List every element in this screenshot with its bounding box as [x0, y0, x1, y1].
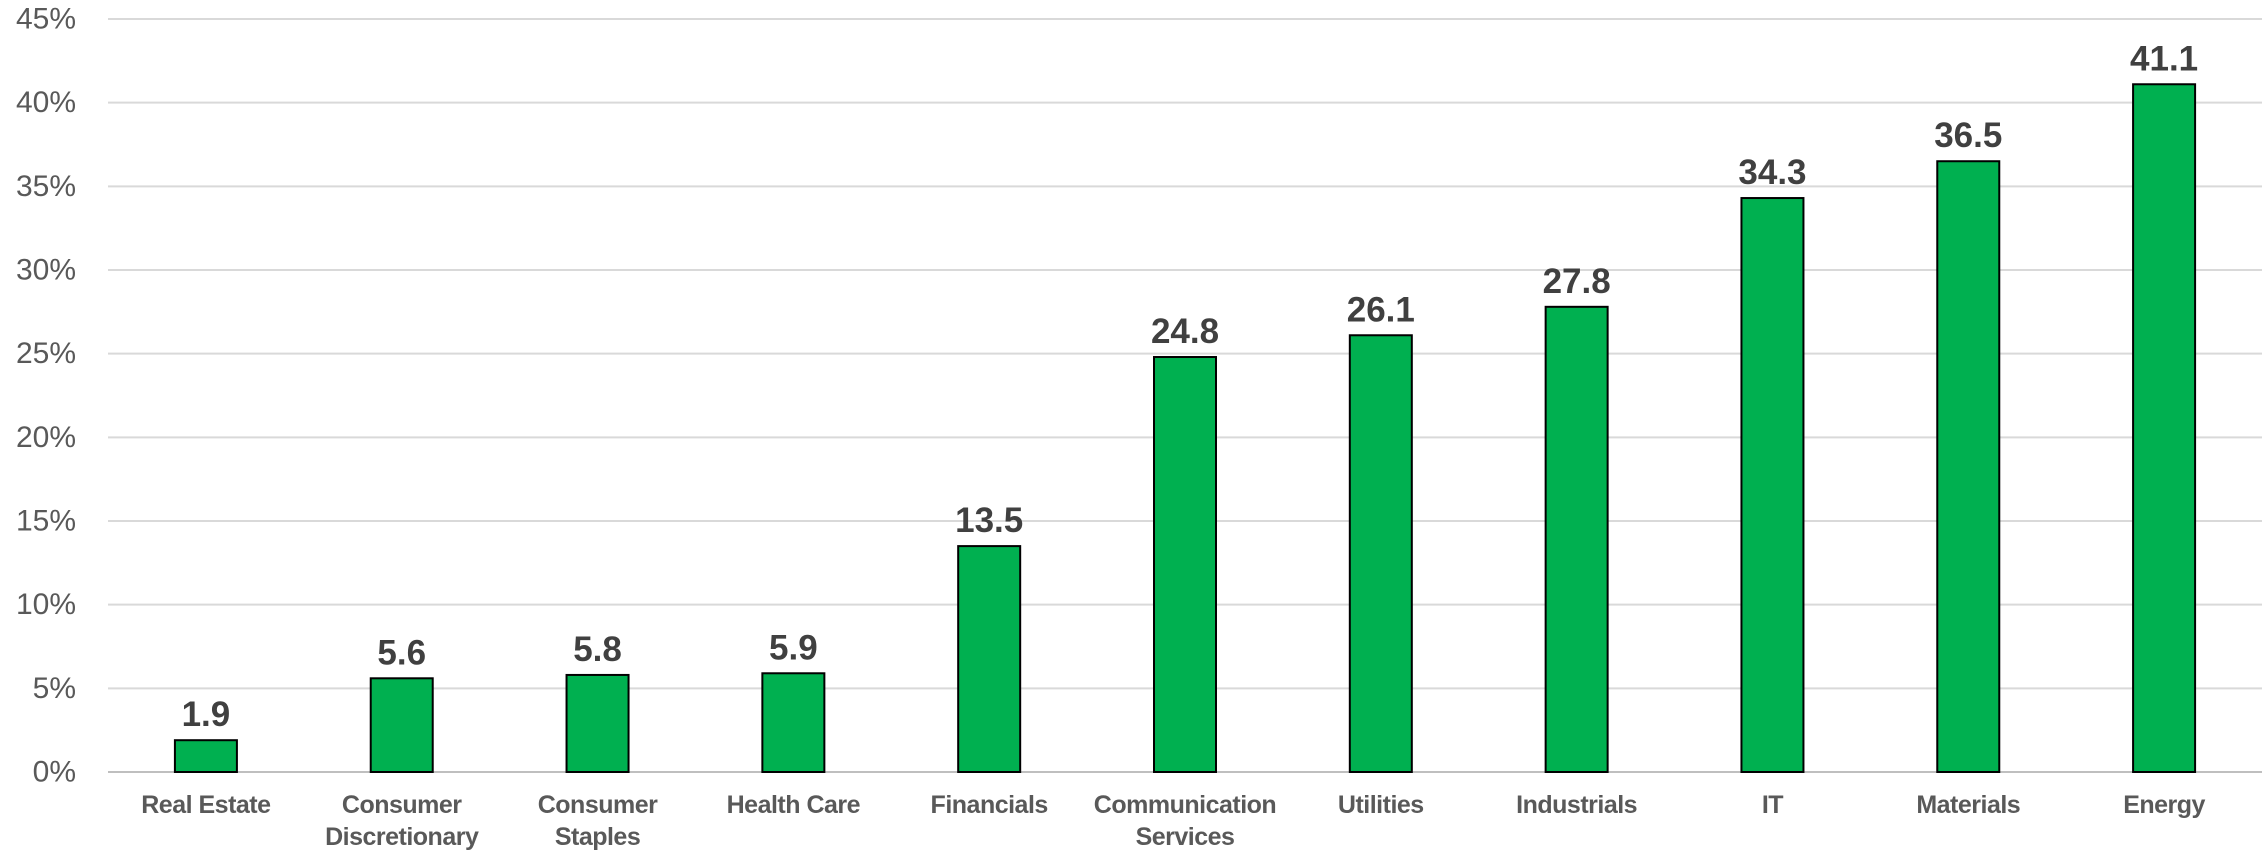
x-tick-label: Health Care: [727, 791, 861, 819]
x-tick-label: Consumer Staples: [538, 791, 658, 851]
y-tick-label: 45%: [16, 3, 76, 36]
data-label: 24.8: [1151, 312, 1219, 351]
x-tick-label-line: Consumer: [342, 791, 462, 819]
x-tick-label: Materials: [1916, 791, 2020, 819]
data-label: 34.3: [1738, 153, 1806, 192]
bar: [761, 672, 826, 773]
x-tick-label-line: Industrials: [1516, 791, 1637, 819]
x-tick-label: Real Estate: [141, 791, 271, 819]
bar: [1740, 197, 1805, 773]
y-tick-label: 10%: [16, 588, 76, 621]
data-label: 5.9: [769, 628, 818, 667]
bar: [2132, 83, 2197, 773]
data-label: 5.8: [573, 630, 622, 669]
x-tick-label: Communication Services: [1094, 791, 1276, 851]
y-tick-label: 35%: [16, 170, 76, 203]
x-tick-label-line: Materials: [1916, 791, 2020, 819]
y-tick-label: 30%: [16, 254, 76, 287]
x-tick-label: Utilities: [1338, 791, 1424, 819]
x-tick-label-line: Discretionary: [325, 823, 479, 851]
bars: [173, 83, 2197, 773]
bar: [1936, 160, 2001, 773]
x-tick-label-line: Energy: [2123, 791, 2205, 819]
y-tick-label: 25%: [16, 337, 76, 370]
x-axis-ticks: Real Estate Consumer DiscretionaryConsumer…: [141, 791, 2206, 851]
data-label: 1.9: [182, 695, 231, 734]
x-tick-label: Financials: [931, 791, 1048, 819]
y-tick-label: 0%: [33, 756, 76, 789]
x-tick-label-line: Health Care: [727, 791, 861, 819]
data-label: 26.1: [1347, 290, 1415, 329]
x-tick-label-line: Staples: [555, 823, 640, 851]
x-tick-label: Energy: [2123, 791, 2205, 819]
y-tick-label: 15%: [16, 505, 76, 538]
data-label: 13.5: [955, 501, 1023, 540]
y-axis-ticks: 0% 5% 10% 15% 20% 25% 30% 35% 40% 45%: [16, 3, 76, 789]
x-tick-label: Consumer Discretionary: [325, 791, 479, 851]
data-label: 36.5: [1934, 116, 2002, 155]
x-tick-label: IT: [1762, 791, 1783, 819]
x-tick-label-line: Consumer: [538, 791, 658, 819]
bar: [957, 545, 1022, 773]
x-tick-label-line: Financials: [931, 791, 1048, 819]
bar: [565, 673, 630, 773]
y-tick-label: 40%: [16, 86, 76, 119]
bar: [369, 677, 434, 773]
data-label: 27.8: [1543, 262, 1611, 301]
x-tick-label-line: Communication: [1094, 791, 1276, 819]
y-tick-label: 5%: [33, 672, 76, 705]
bar: [1348, 334, 1413, 773]
bar: [1153, 356, 1217, 773]
bar: [173, 739, 238, 773]
x-tick-label-line: Real Estate: [141, 791, 271, 819]
data-labels: 1.9 5.6 5.8 5.9 13.5 24.8 26.1 27.8 34.3 36.5 41.1: [182, 39, 2199, 734]
x-tick-label-line: Services: [1136, 823, 1235, 851]
bar: [1544, 305, 1609, 773]
x-tick-label-line: Utilities: [1338, 791, 1424, 819]
x-tick-label: Industrials: [1516, 791, 1637, 819]
data-label: 41.1: [2130, 39, 2198, 78]
data-label: 5.6: [377, 633, 426, 672]
x-tick-label-line: IT: [1762, 791, 1783, 819]
y-tick-label: 20%: [16, 421, 76, 454]
